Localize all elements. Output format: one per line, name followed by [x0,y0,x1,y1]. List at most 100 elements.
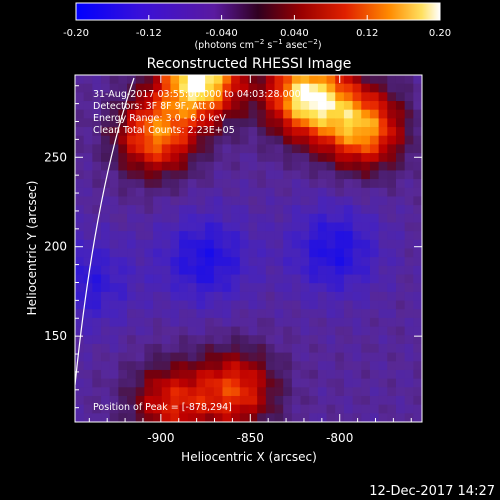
heat-cell [231,317,241,327]
heat-cell [343,187,354,197]
heat-cell [222,75,232,85]
heat-cell [239,300,249,310]
heat-cell [326,205,336,215]
heat-cell [326,378,336,388]
heat-cell [213,257,223,267]
heat-cell [231,170,241,180]
heat-cell [153,274,163,284]
heat-cell [239,343,249,354]
heat-cell [257,378,267,388]
heat-cell [205,92,215,102]
heat-cell [161,378,171,388]
heat-cell [179,283,189,293]
heat-cell [101,109,111,119]
heat-cell [413,265,422,275]
colorbar [76,3,440,20]
heat-cell [335,135,345,145]
heat-cell [283,144,293,154]
heat-cell [118,153,128,163]
heat-cell [101,291,111,301]
heat-cell [83,283,93,293]
heat-cell [179,205,189,215]
heat-cell [75,187,85,197]
heat-cell [127,369,137,380]
heat-cell [127,101,137,111]
heat-cell [187,144,197,154]
heat-cell [274,361,284,371]
heat-cell [153,343,163,354]
heat-cell [144,274,154,284]
heat-cell [378,387,388,397]
heat-cell [205,109,215,119]
heat-cell [291,335,301,345]
heat-cell [153,361,163,371]
heat-cell [404,118,414,128]
heat-cell [109,231,119,241]
heat-cell [101,395,111,406]
heat-cell [248,265,258,275]
heat-cell [153,231,163,241]
heat-cell [83,257,93,267]
heat-cell [291,75,301,85]
heat-cell [248,361,258,371]
heat-cell [205,161,215,171]
heat-cell [213,144,223,154]
heat-cell [274,101,284,111]
heat-cell [92,170,102,180]
heat-cell [161,118,171,128]
heat-cell [187,205,197,215]
heat-cell [205,274,215,284]
heat-cell [153,395,163,406]
heat-cell [92,265,102,275]
heat-cell [378,109,388,119]
heat-cell [265,257,275,267]
heat-cell [404,361,414,371]
heat-cell [317,300,327,310]
heat-cell [300,75,310,85]
info-clean-counts: Clean Total Counts: 2.23E+05 [93,125,235,136]
heat-cell [92,291,102,301]
heat-cell [361,196,371,206]
heat-cell [335,317,345,327]
heat-cell [343,92,354,102]
heat-cell [75,118,85,128]
heat-cell [317,127,327,137]
heat-cell [153,118,163,128]
heat-cell [127,404,137,414]
heat-cell [109,352,119,362]
heat-cell [144,179,154,189]
heat-cell [387,161,397,171]
heat-cell [213,352,223,362]
heat-cell [413,135,422,145]
heat-cell [352,257,362,267]
heat-cell [369,283,380,293]
heat-cell [213,127,223,137]
heat-cell [335,170,345,180]
heat-cell [231,343,241,354]
heat-cell [231,231,241,241]
heat-cell [326,101,336,111]
heat-cell [369,205,380,215]
heat-cell [378,326,388,336]
heat-cell [109,161,119,171]
heat-cell [378,213,388,223]
heat-cell [101,248,111,258]
heat-cell [222,352,232,362]
heat-cell [369,101,380,111]
heat-cell [118,387,128,397]
heat-cell [257,369,267,380]
heat-cell [352,127,362,137]
heat-cell [387,335,397,345]
heat-cell [179,300,189,310]
heat-cell [274,161,284,171]
heat-cell [109,361,119,371]
heat-cell [352,187,362,197]
heat-cell [239,153,249,163]
heat-cell [283,361,293,371]
heat-cell [231,213,241,223]
heat-cell [144,144,154,154]
heat-cell [205,309,215,319]
heat-cell [92,413,102,422]
heat-cell [109,404,119,414]
